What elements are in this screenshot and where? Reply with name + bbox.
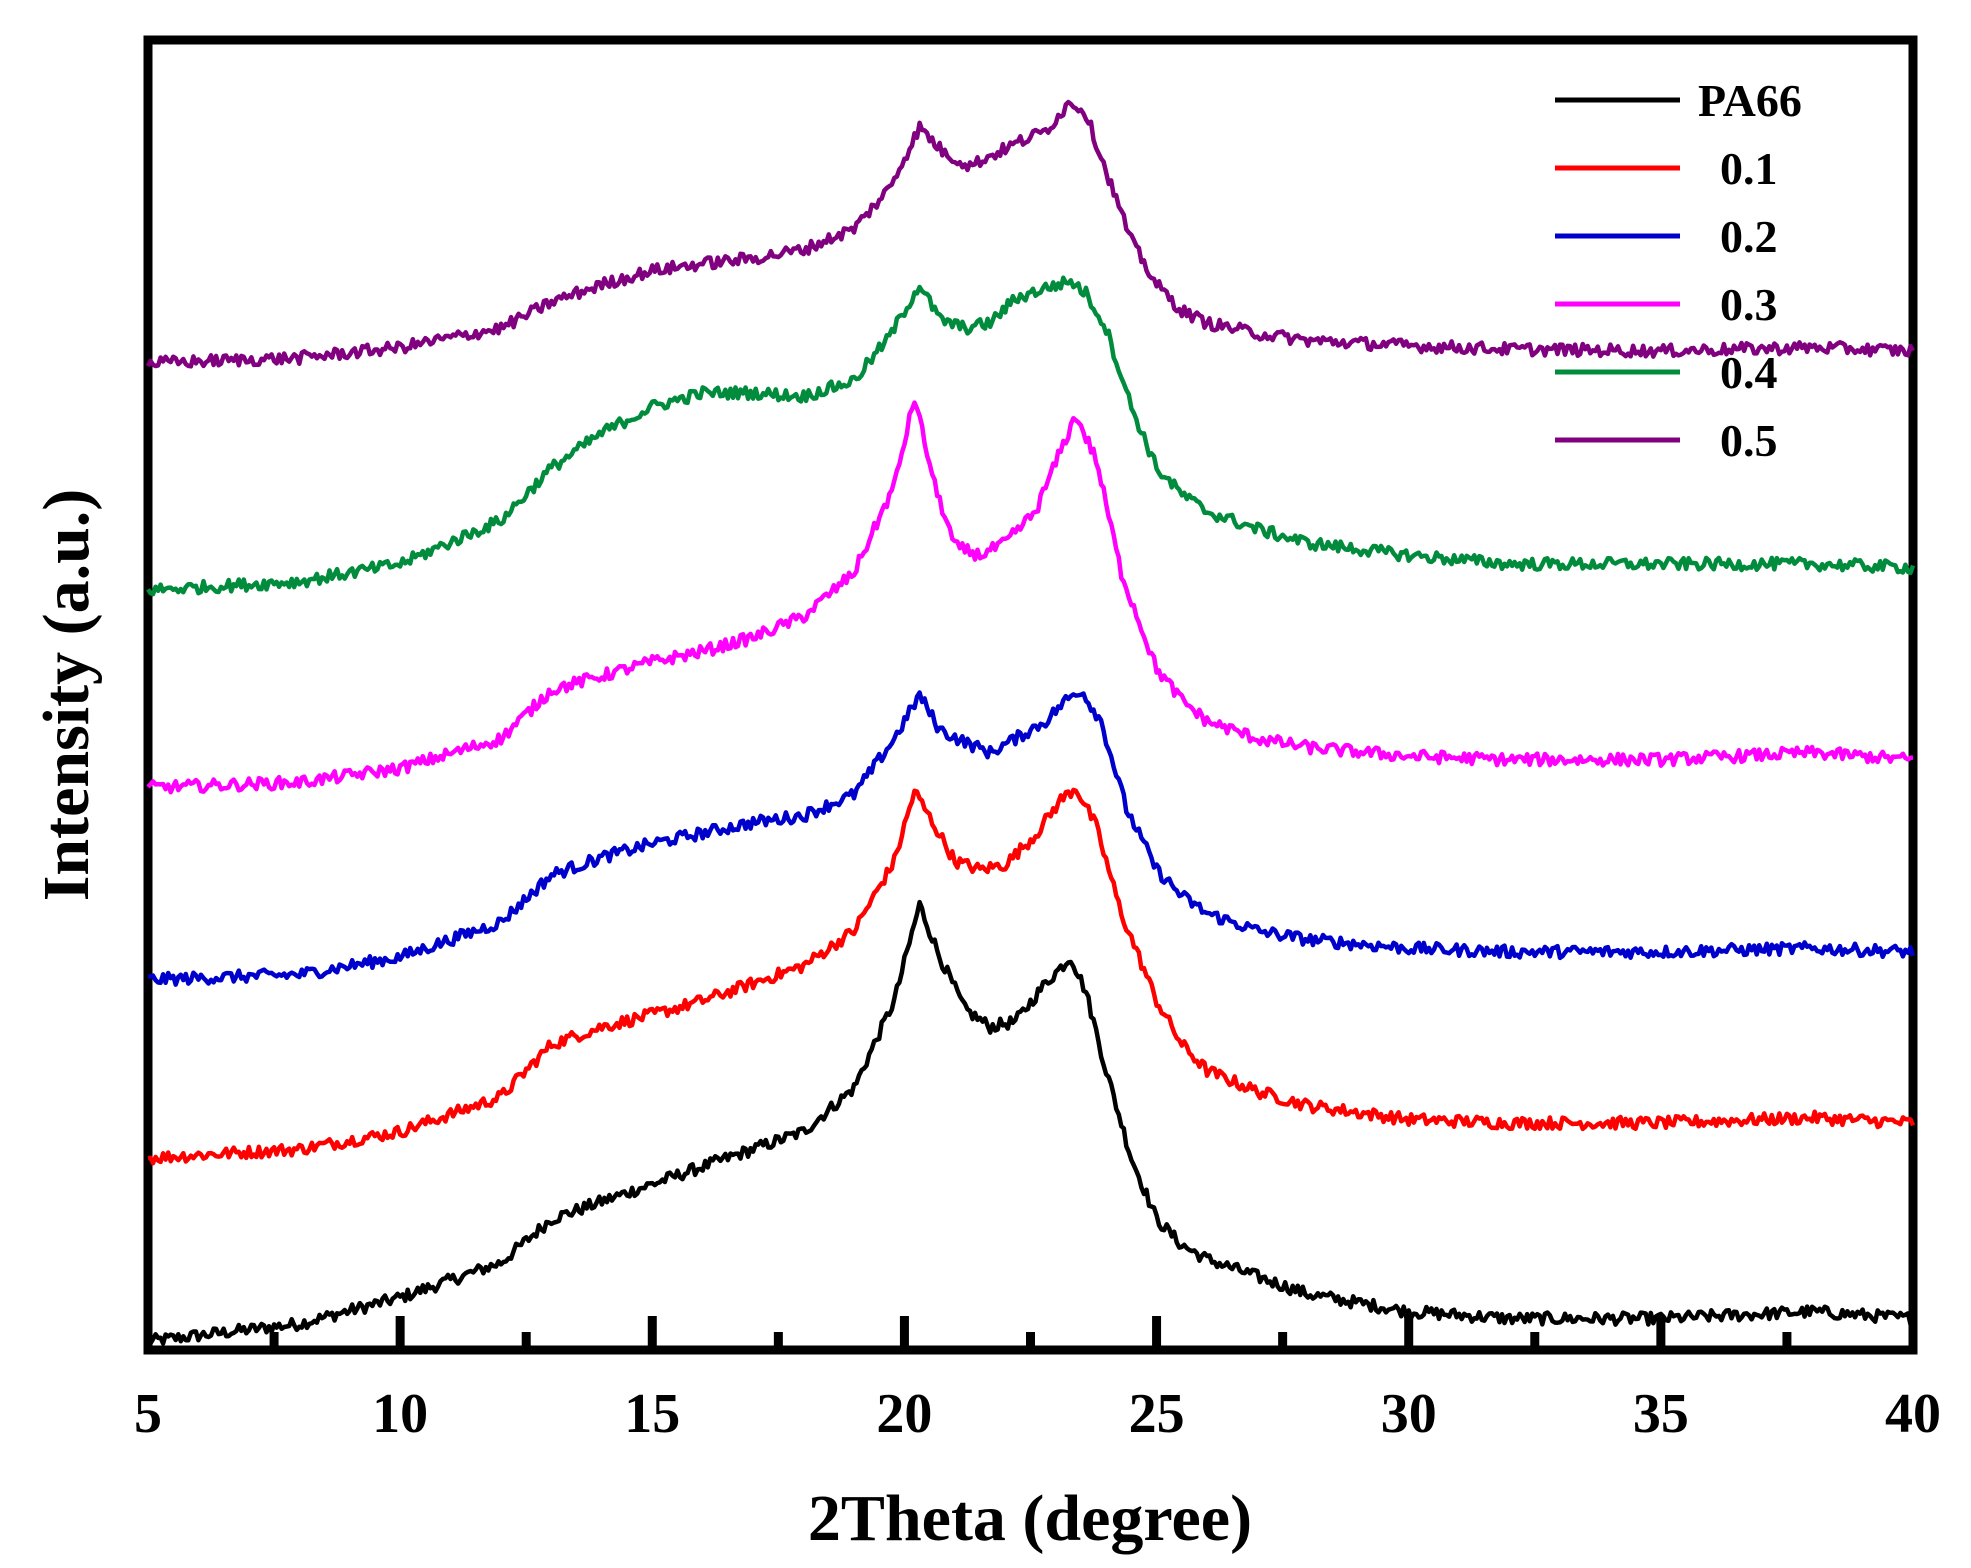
curves-group: [145, 99, 1916, 1346]
legend: PA66 0.1 0.2 0.3 0.4 0.5: [1555, 75, 1802, 466]
x-tick-label: 20: [876, 1383, 932, 1445]
legend-label-3: 0.3: [1720, 279, 1778, 330]
legend-label-0: PA66: [1698, 75, 1802, 126]
series-line-2: [147, 690, 1916, 987]
x-tick-label: 15: [624, 1383, 680, 1445]
legend-label-4: 0.4: [1720, 347, 1778, 398]
x-tick-label: 10: [372, 1383, 428, 1445]
x-axis-title: 2Theta (degree): [808, 1482, 1252, 1555]
tick-labels-group: 5 10 15 20 25 30 35 40: [134, 1383, 1941, 1445]
legend-label-5: 0.5: [1720, 415, 1778, 466]
x-tick-label: 30: [1381, 1383, 1437, 1445]
x-tick-label: 25: [1129, 1383, 1185, 1445]
ticks-group: [143, 1316, 1918, 1350]
x-tick-label: 35: [1633, 1383, 1689, 1445]
legend-label-1: 0.1: [1720, 143, 1778, 194]
series-line-0: [146, 899, 1914, 1346]
series-line-3: [146, 400, 1914, 795]
y-axis-title: Intensity (a.u.): [30, 489, 103, 902]
series-line-5: [145, 99, 1915, 369]
x-tick-label: 5: [134, 1383, 162, 1445]
legend-label-2: 0.2: [1720, 211, 1778, 262]
series-line-4: [146, 275, 1916, 597]
x-tick-label: 40: [1885, 1383, 1941, 1445]
series-line-1: [147, 787, 1916, 1166]
